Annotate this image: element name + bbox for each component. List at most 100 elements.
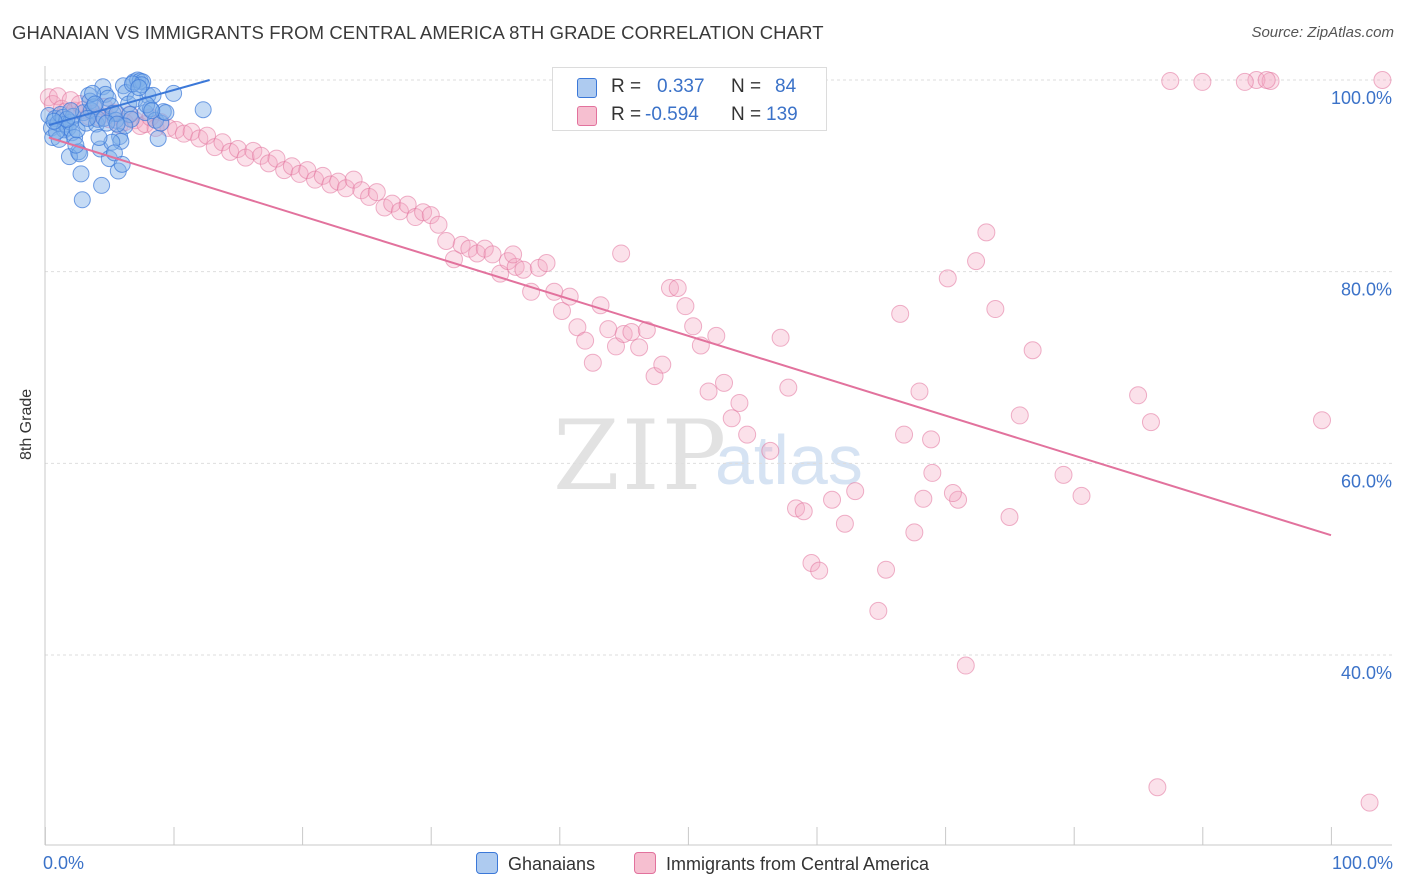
data-point-central-america	[1257, 71, 1276, 89]
data-point-central-america	[421, 206, 440, 225]
data-point-ghanaians	[93, 176, 111, 194]
data-point-central-america	[905, 523, 924, 542]
data-point-central-america	[943, 484, 962, 503]
data-point-central-america	[730, 393, 749, 412]
data-point-central-america	[1360, 793, 1379, 812]
legend-row-central-america: R = -0.594 N = 139	[553, 101, 826, 129]
data-point-central-america	[1072, 486, 1091, 505]
legend-row-ghanaians: R = 0.337 N = 84	[553, 73, 826, 101]
data-point-central-america	[537, 254, 556, 273]
tick-labels: 40.0% 60.0% 80.0% 100.0% 0.0% 100.0%	[43, 88, 1393, 873]
data-point-ghanaians	[104, 105, 122, 123]
data-point-central-america	[1023, 341, 1042, 360]
x-tick-label-max: 100.0%	[1332, 853, 1393, 873]
data-point-central-america	[182, 122, 201, 141]
data-point-central-america	[1000, 508, 1019, 526]
data-point-central-america	[1235, 72, 1254, 91]
data-point-central-america	[1141, 413, 1160, 432]
data-point-ghanaians	[157, 104, 175, 122]
data-point-ghanaians	[72, 165, 90, 183]
data-point-central-america	[891, 304, 910, 323]
data-point-central-america	[923, 463, 942, 482]
data-point-central-america	[922, 430, 941, 449]
data-point-central-america	[938, 269, 957, 288]
data-point-central-america	[676, 297, 695, 316]
data-point-central-america	[653, 355, 672, 374]
data-point-central-america	[1054, 465, 1073, 484]
data-point-central-america	[568, 318, 587, 337]
bottom-legend-swatch-pink	[634, 852, 656, 874]
y-tick-label: 60.0%	[1341, 471, 1392, 491]
data-point-central-america	[794, 502, 813, 521]
data-point-central-america	[722, 409, 741, 428]
data-point-central-america	[986, 300, 1005, 319]
data-point-central-america	[483, 245, 502, 264]
data-point-central-america	[429, 215, 448, 234]
data-point-central-america	[159, 118, 178, 137]
data-point-central-america	[504, 245, 523, 264]
data-point-central-america	[715, 373, 734, 392]
legend-r-value: -0.594	[645, 104, 699, 125]
data-point-central-america	[761, 441, 780, 460]
data-point-central-america	[583, 353, 602, 372]
data-point-central-america	[1193, 72, 1212, 91]
data-point-ghanaians	[130, 79, 148, 97]
y-tick-label: 100.0%	[1331, 88, 1392, 108]
data-point-central-america	[236, 148, 255, 167]
chart-title: GHANAIAN VS IMMIGRANTS FROM CENTRAL AMER…	[12, 22, 824, 43]
data-point-central-america	[1161, 71, 1180, 90]
data-point-central-america	[344, 170, 363, 189]
data-point-central-america	[738, 425, 757, 444]
data-point-ghanaians	[132, 76, 150, 94]
data-point-central-america	[367, 183, 386, 202]
legend-n-label: N =	[731, 104, 762, 125]
data-point-central-america	[895, 425, 914, 444]
legend-r-label: R =	[611, 76, 642, 97]
data-point-central-america	[810, 561, 829, 580]
correlation-legend: R = 0.337 N = 84 R = -0.594 N = 139	[552, 67, 827, 131]
data-point-ghanaians	[71, 145, 89, 163]
data-point-central-america	[699, 382, 718, 401]
data-point-central-america	[614, 324, 633, 343]
legend-n-label: N =	[731, 76, 762, 97]
data-point-central-america	[252, 146, 271, 165]
data-point-central-america	[779, 378, 798, 397]
x-tick-label-min: 0.0%	[43, 853, 84, 873]
data-point-central-america	[552, 301, 571, 320]
data-point-central-america	[684, 317, 703, 336]
data-point-central-america	[1312, 411, 1331, 430]
data-point-ghanaians	[68, 121, 86, 139]
data-point-central-america	[576, 331, 595, 350]
data-point-central-america	[630, 338, 649, 357]
data-point-central-america	[599, 320, 618, 339]
data-point-central-america	[612, 244, 631, 263]
data-point-central-america	[771, 328, 790, 347]
data-point-ghanaians	[84, 84, 102, 102]
data-point-central-america	[869, 601, 888, 620]
bottom-legend-ghanaians: Ghanaians	[476, 852, 595, 875]
legend-n-value: 84	[775, 76, 797, 97]
data-point-central-america	[390, 202, 409, 221]
data-point-central-america	[877, 560, 896, 579]
data-point-central-america	[1010, 406, 1029, 425]
data-point-ghanaians	[103, 133, 121, 151]
data-point-central-america	[660, 278, 679, 297]
data-point-ghanaians	[143, 102, 161, 120]
y-tick-label: 40.0%	[1341, 663, 1392, 683]
data-point-central-america	[352, 181, 371, 200]
legend-n-value: 139	[766, 104, 798, 125]
data-point-ghanaians	[149, 129, 167, 147]
bottom-legend-central-america: Immigrants from Central America	[634, 852, 929, 875]
data-point-ghanaians	[113, 155, 131, 173]
data-point-central-america	[802, 554, 821, 572]
bottom-legend-label: Immigrants from Central America	[666, 854, 930, 874]
data-point-central-america	[213, 133, 232, 152]
y-tick-label: 80.0%	[1341, 280, 1392, 300]
data-point-central-america	[1373, 71, 1392, 89]
data-point-ghanaians	[108, 115, 126, 133]
axes	[44, 66, 1392, 846]
data-point-central-america	[914, 489, 933, 508]
data-point-central-america	[967, 252, 986, 271]
data-point-central-america	[282, 157, 301, 176]
